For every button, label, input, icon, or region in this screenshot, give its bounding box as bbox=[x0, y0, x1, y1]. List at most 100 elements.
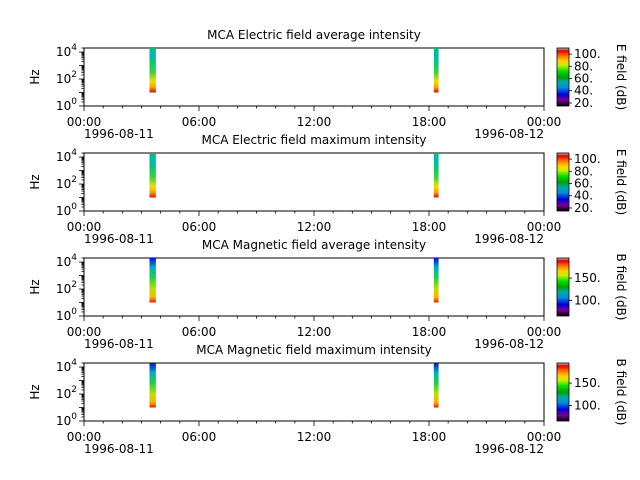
y-tick-label: 104 bbox=[56, 358, 77, 374]
y-axis-label: Hz bbox=[28, 384, 42, 399]
x-tick-label: 12:00 bbox=[297, 220, 332, 234]
colorbar-ticks: 20.40.60.80.100. bbox=[569, 47, 601, 110]
x-tick-label: 06:00 bbox=[182, 325, 217, 339]
y-tick-label: 102 bbox=[56, 70, 77, 86]
bursts bbox=[149, 48, 439, 93]
colorbar-tick-label: 150. bbox=[574, 376, 601, 390]
panel-title: MCA Magnetic field maximum intensity bbox=[196, 343, 432, 357]
y-tick-label: 102 bbox=[56, 280, 77, 296]
colorbar-label: B field (dB) bbox=[614, 359, 628, 426]
y-axis-label: Hz bbox=[28, 69, 42, 84]
x-date-end: 1996-08-12 bbox=[474, 127, 544, 141]
x-tick-label: 00:00 bbox=[67, 115, 102, 129]
colorbar-ticks: 20.40.60.80.100. bbox=[569, 152, 601, 215]
y-axis-label: Hz bbox=[28, 279, 42, 294]
x-date-end: 1996-08-12 bbox=[474, 232, 544, 246]
bursts bbox=[149, 363, 439, 408]
burst-1 bbox=[433, 48, 439, 93]
y-tick-label: 104 bbox=[56, 43, 77, 59]
burst-1 bbox=[433, 258, 439, 303]
burst-0 bbox=[149, 48, 156, 93]
colorbar-label: B field (dB) bbox=[614, 254, 628, 321]
x-tick-label: 18:00 bbox=[412, 115, 447, 129]
colorbar-label: E field (dB) bbox=[614, 149, 628, 215]
colorbar-ticks: 100. 150. bbox=[569, 376, 601, 412]
colorbar-tick-label: 40. bbox=[574, 189, 593, 203]
x-tick-label: 00:00 bbox=[527, 430, 562, 444]
x-date-start: 1996-08-11 bbox=[84, 442, 154, 456]
x-tick-label: 06:00 bbox=[182, 220, 217, 234]
x-axis: 00:00 06:00 12:00 18:00 00:00 bbox=[67, 421, 562, 444]
x-tick-label: 18:00 bbox=[412, 220, 447, 234]
plot-area bbox=[83, 362, 545, 422]
burst-0 bbox=[149, 363, 156, 408]
y-tick-label: 100 bbox=[56, 307, 77, 323]
x-tick-label: 12:00 bbox=[297, 325, 332, 339]
x-tick-label: 06:00 bbox=[182, 115, 217, 129]
colorbar-tick-label: 150. bbox=[574, 271, 601, 285]
panel-electric-maximum: MCA Electric field maximum intensity 00:… bbox=[28, 133, 628, 246]
colorbar bbox=[556, 152, 570, 212]
colorbar-tick-label: 40. bbox=[574, 84, 593, 98]
colorbar-tick-label: 20. bbox=[574, 201, 593, 215]
colorbar-tick-label: 100. bbox=[574, 398, 601, 412]
panel-title: MCA Magnetic field average intensity bbox=[202, 238, 426, 252]
x-tick-label: 00:00 bbox=[527, 220, 562, 234]
y-tick-label: 100 bbox=[56, 412, 77, 428]
y-tick-label: 102 bbox=[56, 175, 77, 191]
plot-area bbox=[83, 152, 545, 212]
y-tick-label: 102 bbox=[56, 385, 77, 401]
colorbar-tick-label: 60. bbox=[574, 177, 593, 191]
plot-area bbox=[83, 47, 545, 107]
y-axis-label: Hz bbox=[28, 174, 42, 189]
colorbar bbox=[556, 257, 570, 317]
y-axis: 100 102 104 bbox=[56, 358, 84, 428]
panel-electric-average: MCA Electric field average intensity 00:… bbox=[28, 28, 628, 141]
colorbar-tick-label: 100. bbox=[574, 293, 601, 307]
x-tick-label: 18:00 bbox=[412, 430, 447, 444]
colorbar-tick-label: 100. bbox=[574, 152, 601, 166]
x-tick-label: 06:00 bbox=[182, 430, 217, 444]
x-date-end: 1996-08-12 bbox=[474, 442, 544, 456]
panel-title: MCA Electric field average intensity bbox=[207, 28, 421, 42]
y-axis: 100 102 104 bbox=[56, 43, 84, 113]
x-tick-label: 00:00 bbox=[67, 325, 102, 339]
burst-1 bbox=[433, 363, 439, 408]
y-axis: 100 102 104 bbox=[56, 148, 84, 218]
x-axis: 00:00 06:00 12:00 18:00 00:00 bbox=[67, 211, 562, 234]
colorbar-tick-label: 20. bbox=[574, 96, 593, 110]
colorbar-tick-label: 60. bbox=[574, 72, 593, 86]
x-tick-label: 12:00 bbox=[297, 115, 332, 129]
colorbar-label: E field (dB) bbox=[614, 44, 628, 110]
bursts bbox=[149, 258, 439, 303]
y-tick-label: 104 bbox=[56, 148, 77, 164]
plot-area bbox=[83, 257, 545, 317]
bursts bbox=[149, 153, 439, 198]
panel-magnetic-average: MCA Magnetic field average intensity 00:… bbox=[28, 238, 628, 351]
colorbar-ticks: 100. 150. bbox=[569, 271, 601, 307]
y-axis: 100 102 104 bbox=[56, 253, 84, 323]
colorbar-tick-label: 80. bbox=[574, 164, 593, 178]
y-tick-label: 100 bbox=[56, 97, 77, 113]
panel-title: MCA Electric field maximum intensity bbox=[201, 133, 426, 147]
x-axis: 00:00 06:00 12:00 18:00 00:00 bbox=[67, 106, 562, 129]
x-tick-label: 00:00 bbox=[67, 430, 102, 444]
y-tick-label: 104 bbox=[56, 253, 77, 269]
x-tick-label: 00:00 bbox=[527, 325, 562, 339]
burst-0 bbox=[149, 153, 156, 198]
x-date-start: 1996-08-11 bbox=[84, 232, 154, 246]
x-date-end: 1996-08-12 bbox=[474, 337, 544, 351]
x-date-start: 1996-08-11 bbox=[84, 127, 154, 141]
colorbar bbox=[556, 47, 570, 107]
x-axis: 00:00 06:00 12:00 18:00 00:00 bbox=[67, 316, 562, 339]
colorbar bbox=[556, 362, 570, 422]
burst-1 bbox=[433, 153, 439, 198]
panel-magnetic-maximum: MCA Magnetic field maximum intensity 00:… bbox=[28, 343, 628, 456]
x-tick-label: 00:00 bbox=[67, 220, 102, 234]
colorbar-tick-label: 80. bbox=[574, 59, 593, 73]
x-tick-label: 18:00 bbox=[412, 325, 447, 339]
x-date-start: 1996-08-11 bbox=[84, 337, 154, 351]
x-tick-label: 00:00 bbox=[527, 115, 562, 129]
y-tick-label: 100 bbox=[56, 202, 77, 218]
